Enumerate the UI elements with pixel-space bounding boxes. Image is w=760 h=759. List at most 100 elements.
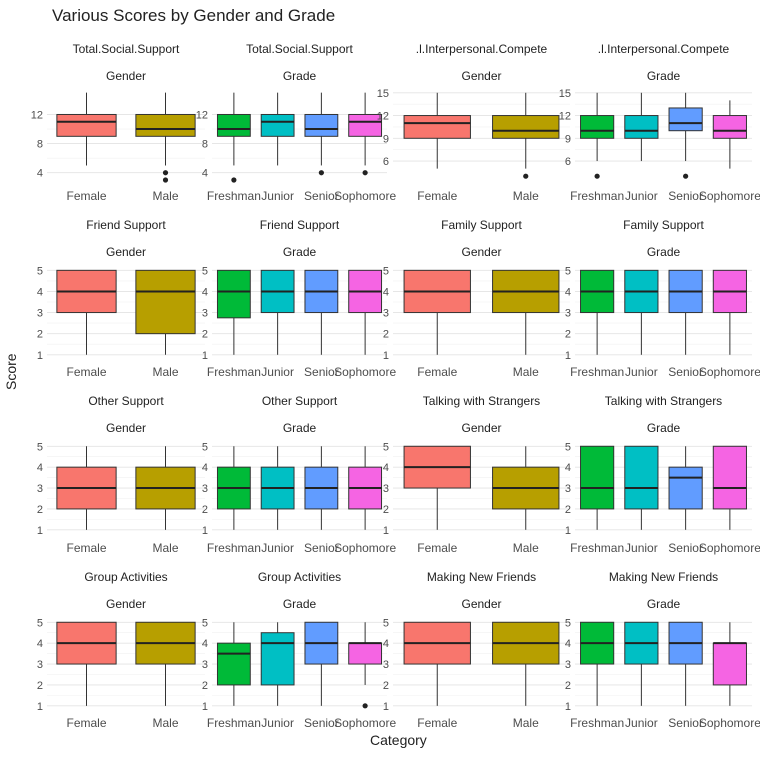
panel-12-y-tick-label: 4 <box>565 462 571 474</box>
panel-5-y-tick-label: 2 <box>37 329 43 341</box>
panel-13-facet-title: Group Activities <box>84 570 167 584</box>
panel-12-box-junior <box>624 445 659 510</box>
panel-9-facet-subtitle: Gender <box>106 421 146 435</box>
panel-6-y-tick-label: 4 <box>202 286 208 298</box>
panel-14-facet-subtitle: Grade <box>283 597 317 611</box>
panel-15-x-tick-label: Female <box>417 716 457 730</box>
panel-11-y-tick-label: 2 <box>383 504 389 516</box>
panel-12-box-sophomore <box>712 445 747 510</box>
panel-14-outlier <box>362 703 368 709</box>
panel-16-y-tick-label: 5 <box>565 617 571 629</box>
panel-4-outlier <box>683 173 689 179</box>
panel-11-facet-subtitle: Gender <box>461 421 501 435</box>
panel-14-facet-title: Group Activities <box>258 570 341 584</box>
panel-2-facet-subtitle: Grade <box>283 69 317 83</box>
panel-14-x-tick-label: Freshman <box>207 716 261 730</box>
panel-6-y-tick-label: 5 <box>202 265 208 277</box>
panel-13-y-tick-label: 4 <box>37 638 43 650</box>
panel-2-x-tick-label: Senior <box>304 189 339 203</box>
panel-14-box-freshman <box>216 642 251 686</box>
panel-5-x-tick-label: Male <box>152 365 178 379</box>
panel-10-y-tick-label: 5 <box>202 441 208 453</box>
panel-1-y-tick-label: 4 <box>37 168 43 180</box>
panel-3-box-female <box>403 115 471 139</box>
panel-12-y-tick-label: 5 <box>565 441 571 453</box>
panel-14-x-tick-label: Junior <box>261 716 294 730</box>
panel-6-x-tick-label: Sophomore <box>334 365 396 379</box>
panel-7-x-tick-label: Female <box>417 365 457 379</box>
panel-2-x-tick-label: Freshman <box>207 189 261 203</box>
panel-4-x-tick-label: Senior <box>668 189 703 203</box>
panel-1-facet-subtitle: Gender <box>106 69 146 83</box>
panel-11-y-tick-label: 5 <box>383 441 389 453</box>
panel-4-box-sophomore <box>712 115 747 139</box>
panel-7-y-tick-label: 4 <box>383 286 389 298</box>
panel-14-x-tick-label: Senior <box>304 716 339 730</box>
chart-title: Various Scores by Gender and Grade <box>52 6 336 25</box>
panel-12-x-tick-label: Freshman <box>570 541 624 555</box>
panel-4-box-freshman <box>580 115 615 139</box>
panel-7-x-tick-label: Male <box>513 365 539 379</box>
panel-9-y-tick-label: 4 <box>37 462 43 474</box>
panel-4-y-tick-label: 9 <box>565 133 571 145</box>
panel-1-y-tick-label: 12 <box>31 109 43 121</box>
panel-14-x-tick-label: Sophomore <box>334 716 396 730</box>
panel-3-x-tick-label: Male <box>513 189 539 203</box>
panel-3-y-tick-label: 12 <box>377 111 389 123</box>
panel-14-y-tick-label: 1 <box>202 701 208 713</box>
panel-15-x-tick-label: Male <box>513 716 539 730</box>
panel-13-y-tick-label: 1 <box>37 701 43 713</box>
panel-16-facet-title: Making New Friends <box>609 570 718 584</box>
panel-9-y-tick-label: 3 <box>37 483 43 495</box>
panel-3-outlier <box>523 173 529 179</box>
panel-5-y-tick-label: 3 <box>37 308 43 320</box>
panel-7-y-tick-label: 5 <box>383 265 389 277</box>
panel-6-facet-subtitle: Grade <box>283 245 317 259</box>
panel-3-y-tick-label: 9 <box>383 133 389 145</box>
panel-10-y-tick-label: 4 <box>202 462 208 474</box>
panel-10-y-tick-label: 3 <box>202 483 208 495</box>
panel-16-facet-subtitle: Grade <box>647 597 681 611</box>
panel-2-facet-title: Total.Social.Support <box>246 42 353 56</box>
panel-4-x-tick-label: Freshman <box>570 189 624 203</box>
panel-2-box-freshman <box>216 113 251 137</box>
panel-8-y-tick-label: 2 <box>565 329 571 341</box>
panel-5-y-tick-label: 4 <box>37 286 43 298</box>
panel-1-outlier <box>162 170 169 176</box>
panel-1-facet-title: Total.Social.Support <box>73 42 180 56</box>
panel-2-x-tick-label: Junior <box>261 189 294 203</box>
panel-5-box-male <box>135 269 196 335</box>
panel-15-facet-title: Making New Friends <box>427 570 536 584</box>
panel-12-y-tick-label: 3 <box>565 483 571 495</box>
panel-5-x-tick-label: Female <box>66 365 106 379</box>
panel-11-x-tick-label: Female <box>417 541 457 555</box>
panel-12-y-tick-label: 1 <box>565 525 571 537</box>
panel-2-y-tick-label: 4 <box>202 168 208 180</box>
panel-2-x-tick-label: Sophomore <box>334 189 396 203</box>
panel-15-y-tick-label: 3 <box>383 659 389 671</box>
panel-13-x-tick-label: Male <box>152 716 178 730</box>
panel-9-y-tick-label: 5 <box>37 441 43 453</box>
panel-1-x-tick-label: Female <box>66 189 106 203</box>
panel-11-y-tick-label: 1 <box>383 525 389 537</box>
panel-2-box-junior <box>260 113 295 137</box>
panel-9-y-tick-label: 1 <box>37 525 43 537</box>
panel-6-box-freshman <box>216 269 251 319</box>
panel-3-facet-title: .l.Interpersonal.Compete <box>416 42 548 56</box>
panel-8-x-tick-label: Senior <box>668 365 703 379</box>
panel-4-y-tick-label: 15 <box>559 88 571 100</box>
panel-16-box-sophomore <box>712 642 747 686</box>
panel-10-x-tick-label: Senior <box>304 541 339 555</box>
panel-7-y-tick-label: 1 <box>383 350 389 362</box>
panel-10-y-tick-label: 2 <box>202 504 208 516</box>
panel-3-box-male <box>492 115 560 139</box>
panel-12-box-freshman <box>580 445 615 510</box>
panel-4-y-tick-label: 12 <box>559 111 571 123</box>
panel-9-y-tick-label: 2 <box>37 504 43 516</box>
panel-8-y-tick-label: 3 <box>565 308 571 320</box>
panel-8-y-tick-label: 1 <box>565 350 571 362</box>
panel-8-x-tick-label: Sophomore <box>699 365 760 379</box>
panel-4-outlier <box>594 173 600 179</box>
panel-16-y-tick-label: 1 <box>565 701 571 713</box>
